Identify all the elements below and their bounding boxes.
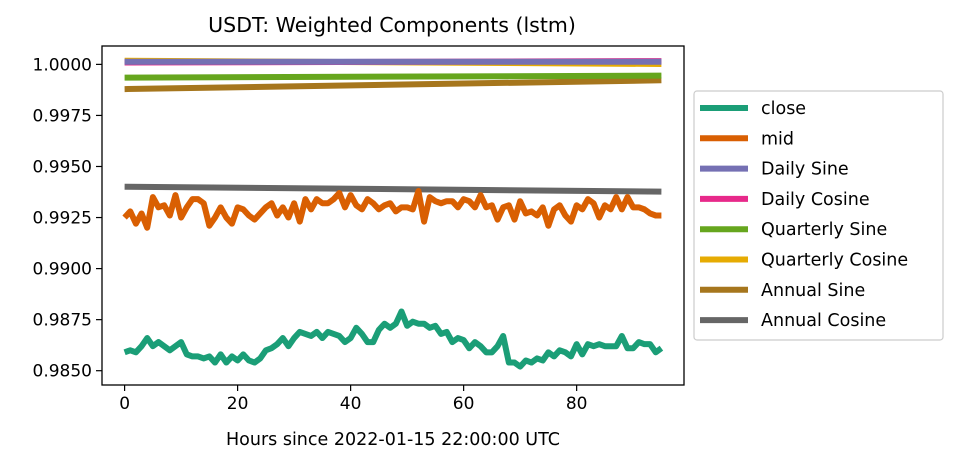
y-tick-label-5: 0.9975 xyxy=(33,106,92,126)
series-line-mid xyxy=(122,187,662,231)
y-tick-label-0: 0.9850 xyxy=(33,362,92,382)
y-tick-label-4: 0.9950 xyxy=(33,157,92,177)
x-tick-label-3: 60 xyxy=(453,394,475,414)
x-axis-label: Hours since 2022-01-15 22:00:00 UTC xyxy=(226,430,560,450)
axis-ticks: 0 20 40 60 80 0.9850 0.9875 0.9900 0.9925 0.9950 0… xyxy=(33,55,588,414)
legend-frame xyxy=(693,90,944,341)
x-tick-label-2: 40 xyxy=(340,394,362,414)
x-tick-label-1: 20 xyxy=(227,394,249,414)
plot-frame xyxy=(101,45,685,386)
x-tick-label-4: 80 xyxy=(566,394,588,414)
legend-label-annual-cosine: Annual Cosine xyxy=(761,311,886,331)
legend-label-annual-sine: Annual Sine xyxy=(761,281,865,301)
series-line-annual-cosine xyxy=(124,183,662,195)
y-tick-label-1: 0.9875 xyxy=(33,311,92,331)
legend-label-daily-cosine: Daily Cosine xyxy=(761,190,870,210)
x-tick-label-0: 0 xyxy=(119,394,130,414)
legend-label-mid: mid xyxy=(761,129,794,149)
legend-label-close: close xyxy=(761,99,806,119)
series-line-annual-sine xyxy=(124,77,662,93)
legend: close mid Daily Sine Daily Cosine Quarterly … xyxy=(693,90,944,341)
series-layer xyxy=(122,57,664,370)
legend-label-quarterly-cosine: Quarterly Cosine xyxy=(761,251,908,271)
series-line-close xyxy=(123,308,664,370)
chart-title: USDT: Weighted Components (lstm) xyxy=(208,13,576,37)
y-tick-label-6: 1.0000 xyxy=(33,55,92,75)
y-tick-label-2: 0.9900 xyxy=(33,260,92,280)
y-tick-label-3: 0.9925 xyxy=(33,209,92,229)
legend-label-quarterly-sine: Quarterly Sine xyxy=(761,220,887,240)
legend-label-daily-sine: Daily Sine xyxy=(761,160,849,180)
series-line-quarterly-sine xyxy=(124,72,662,81)
